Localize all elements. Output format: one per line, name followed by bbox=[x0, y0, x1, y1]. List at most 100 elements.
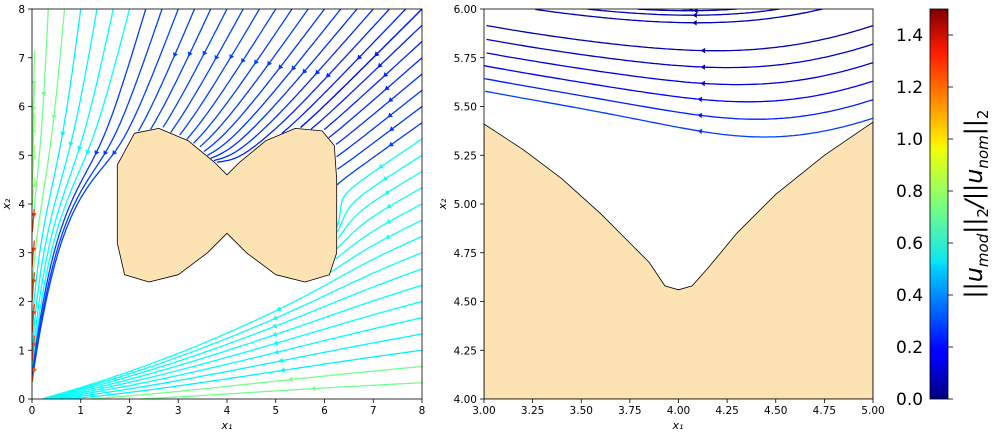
colorbar-gradient bbox=[929, 8, 949, 400]
streamline-arrow bbox=[692, 12, 697, 18]
ytick-label: 2 bbox=[18, 297, 25, 309]
streamline bbox=[210, 9, 358, 159]
streamline bbox=[300, 9, 422, 128]
streamline-arrow bbox=[103, 150, 109, 156]
streamline-arrow bbox=[41, 91, 47, 97]
streamline bbox=[535, 9, 823, 24]
streamline-arrow bbox=[272, 323, 278, 329]
right-ticks: 3.00 3.25 3.50 3.75 4.00 4.25 4.50 4.75 5.00 4.00… bbox=[454, 4, 885, 417]
streamline bbox=[213, 9, 374, 162]
streamline bbox=[32, 50, 36, 142]
streamline-arrow bbox=[288, 376, 293, 383]
streamline bbox=[336, 138, 422, 228]
streamline bbox=[207, 9, 342, 156]
streamline-arrow bbox=[32, 342, 37, 348]
xtick-label: 4.25 bbox=[715, 405, 738, 417]
streamline bbox=[90, 365, 422, 399]
xtick-label: 5 bbox=[272, 405, 279, 417]
left-obstacle bbox=[116, 128, 338, 283]
xtick-label: 6 bbox=[321, 405, 328, 417]
streamline-arrow bbox=[325, 72, 332, 78]
streamline-arrow bbox=[276, 306, 282, 312]
streamline bbox=[32, 9, 66, 288]
streamline bbox=[32, 9, 49, 231]
ytick-label: 4.25 bbox=[454, 345, 477, 357]
streamline-arrow bbox=[385, 234, 391, 239]
streamline-arrow bbox=[377, 62, 383, 68]
streamline-arrow bbox=[60, 131, 66, 137]
streamline bbox=[32, 9, 82, 327]
streamline bbox=[336, 122, 422, 186]
colorbar-tick-label: 0.8 bbox=[896, 182, 923, 202]
streamline-arrow bbox=[388, 141, 394, 147]
streamline-arrow bbox=[68, 141, 74, 147]
xtick-label: 3.00 bbox=[472, 405, 495, 417]
ytick-label: 5.75 bbox=[454, 53, 477, 65]
streamline-arrow bbox=[32, 184, 37, 189]
streamline bbox=[186, 9, 277, 140]
streamline bbox=[32, 177, 36, 207]
streamline-arrow bbox=[697, 96, 703, 103]
streamline-arrow bbox=[32, 368, 37, 374]
streamline-arrow bbox=[315, 69, 321, 75]
colorbar-tick-label: 0.2 bbox=[896, 338, 923, 358]
streamline-arrow bbox=[254, 59, 259, 65]
colorbar-tick-label: 0.6 bbox=[896, 234, 923, 254]
streamline bbox=[217, 9, 390, 163]
ytick-label: 5.25 bbox=[454, 150, 477, 162]
streamline-arrow bbox=[272, 315, 278, 321]
right-xlabel: x₁ bbox=[672, 419, 684, 432]
streamline-arrow bbox=[378, 163, 384, 169]
streamline-arrow bbox=[214, 54, 220, 61]
ytick-label: 4 bbox=[18, 199, 25, 211]
colorbar-tick-label: 0.0 bbox=[896, 390, 923, 410]
streamline-arrow bbox=[386, 203, 392, 209]
xtick-label: 4.50 bbox=[764, 405, 787, 417]
colorbar-tick-label: 1.2 bbox=[896, 78, 923, 98]
streamline-arrow bbox=[383, 72, 389, 78]
left-plot-area bbox=[32, 9, 422, 399]
ytick-label: 0 bbox=[18, 394, 25, 406]
xtick-label: 4.75 bbox=[813, 405, 836, 417]
streamline bbox=[32, 9, 98, 351]
streamline bbox=[137, 9, 196, 132]
right-plot: 3.00 3.25 3.50 3.75 4.00 4.25 4.50 4.75 5.00 4.00… bbox=[436, 4, 885, 432]
ytick-label: 7 bbox=[18, 53, 25, 65]
streamline-arrow bbox=[302, 68, 308, 74]
streamline-arrow bbox=[32, 247, 37, 253]
streamline bbox=[281, 9, 407, 134]
streamline-arrow bbox=[700, 64, 706, 70]
ytick-label: 6 bbox=[18, 102, 25, 114]
streamline-arrow bbox=[51, 114, 57, 120]
streamline bbox=[336, 154, 422, 233]
streamline bbox=[32, 9, 147, 376]
streamline bbox=[46, 235, 422, 399]
streamline-arrow bbox=[382, 175, 388, 181]
streamline-arrow bbox=[388, 97, 394, 103]
streamline-arrow bbox=[202, 50, 208, 56]
streamline-arrow bbox=[291, 65, 297, 71]
xtick-label: 4 bbox=[224, 405, 231, 417]
streamline-arrow bbox=[374, 51, 380, 57]
ytick-label: 6.00 bbox=[454, 4, 477, 16]
streamline bbox=[48, 300, 422, 399]
ytick-label: 3 bbox=[18, 248, 25, 260]
xtick-label: 2 bbox=[126, 405, 133, 417]
streamline-arrow bbox=[241, 57, 246, 64]
left-plot: 0 1 2 3 4 5 6 7 8 0 1 2 3 4 5 6 7 8 x₁ x₂ bbox=[0, 4, 425, 432]
streamline-arrow bbox=[384, 85, 390, 91]
xtick-label: 8 bbox=[419, 405, 426, 417]
streamline bbox=[32, 9, 114, 365]
streamline bbox=[162, 9, 228, 128]
streamline bbox=[637, 9, 737, 12]
streamline-arrow bbox=[692, 20, 697, 26]
ytick-label: 8 bbox=[18, 4, 25, 16]
xtick-label: 4.00 bbox=[667, 405, 690, 417]
streamline-arrow bbox=[112, 150, 118, 156]
streamline-arrow bbox=[32, 212, 37, 218]
left-ylabel: x₂ bbox=[0, 198, 13, 211]
streamline bbox=[486, 52, 873, 86]
xtick-label: 7 bbox=[370, 405, 377, 417]
streamline bbox=[337, 105, 422, 170]
